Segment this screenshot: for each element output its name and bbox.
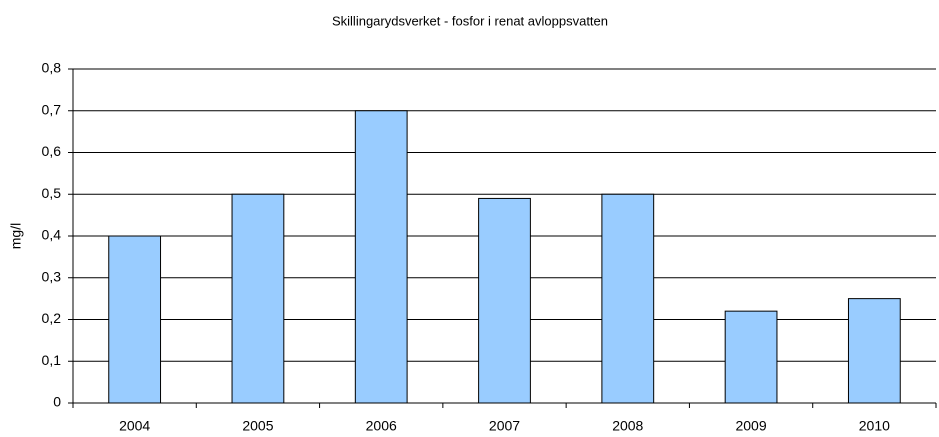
y-axis-label: mg/l	[8, 223, 24, 249]
x-tick-label: 2006	[366, 418, 397, 434]
y-tick-label: 0,4	[42, 227, 62, 243]
x-tick-label: 2004	[119, 418, 150, 434]
y-tick-label: 0	[53, 394, 61, 410]
bar	[108, 235, 162, 404]
y-tick-label: 0,7	[42, 101, 62, 117]
x-tick-label: 2008	[612, 418, 643, 434]
chart-title: Skillingarydsverket - fosfor i renat avl…	[332, 13, 608, 28]
y-tick-label: 0,8	[42, 60, 62, 76]
bar	[847, 298, 901, 404]
y-tick-label: 0,6	[42, 143, 62, 159]
bar	[354, 110, 408, 404]
bar	[724, 310, 778, 404]
y-tick-label: 0,5	[42, 185, 62, 201]
bar	[601, 193, 655, 404]
x-tick-label: 2007	[489, 418, 520, 434]
bar	[231, 193, 285, 404]
bar	[478, 197, 531, 404]
y-tick-label: 0,3	[42, 268, 62, 284]
y-tick-label: 0,1	[42, 352, 62, 368]
x-tick-label: 2010	[859, 418, 890, 434]
x-tick-label: 2005	[242, 418, 273, 434]
x-tick-label: 2009	[735, 418, 766, 434]
y-tick-label: 0,2	[42, 310, 62, 326]
